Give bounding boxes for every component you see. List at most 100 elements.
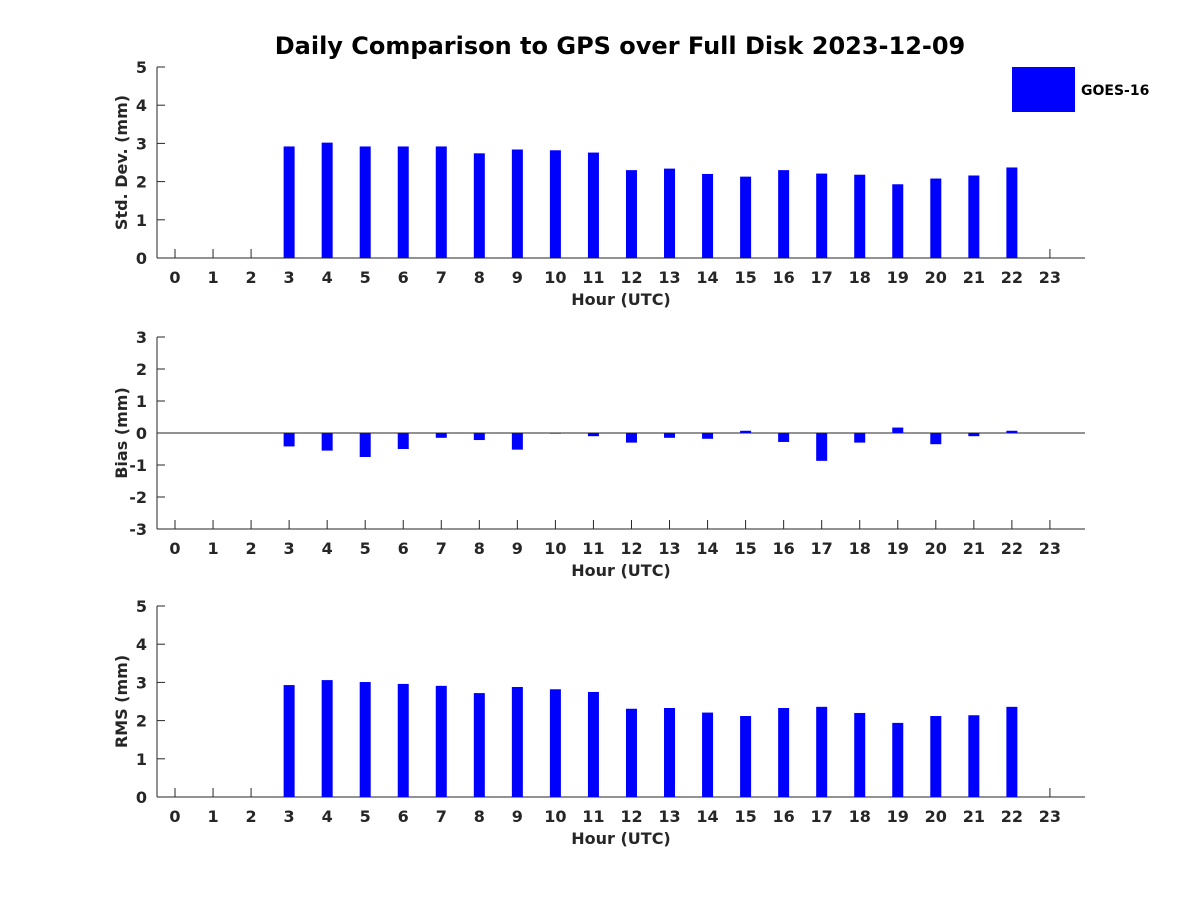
bar-rms-hour-18 xyxy=(854,712,866,797)
bar-std-dev-hour-10 xyxy=(549,150,561,258)
y-axis-label: RMS (mm) xyxy=(112,655,131,748)
bar-std-dev-hour-22 xyxy=(1006,167,1018,258)
x-tick-label: 23 xyxy=(1039,539,1061,558)
bar-rms-hour-13 xyxy=(664,707,676,797)
x-tick-label: 15 xyxy=(734,539,756,558)
x-tick-label: 3 xyxy=(284,539,295,558)
chart-title: Daily Comparison to GPS over Full Disk 2… xyxy=(275,32,966,60)
x-tick-label: 9 xyxy=(512,539,523,558)
bar-rms-hour-16 xyxy=(778,707,790,797)
bar-std-dev-hour-21 xyxy=(968,175,980,258)
x-tick-label: 8 xyxy=(474,807,485,826)
bar-std-dev-hour-16 xyxy=(778,170,790,258)
x-tick-label: 14 xyxy=(696,268,718,287)
bar-bias-hour-4 xyxy=(321,433,333,451)
x-tick-label: 2 xyxy=(246,807,257,826)
x-tick-label: 15 xyxy=(734,268,756,287)
x-tick-label: 7 xyxy=(436,268,447,287)
bar-std-dev-hour-17 xyxy=(816,173,828,258)
bar-std-dev-hour-9 xyxy=(511,149,523,258)
x-tick-label: 8 xyxy=(474,268,485,287)
bar-rms-hour-19 xyxy=(892,722,904,797)
x-tick-label: 10 xyxy=(544,539,566,558)
y-tick-label: 5 xyxy=(136,58,147,77)
x-tick-label: 23 xyxy=(1039,807,1061,826)
x-tick-label: 6 xyxy=(398,268,409,287)
x-tick-label: 20 xyxy=(925,807,947,826)
x-tick-label: 14 xyxy=(696,807,718,826)
x-tick-label: 22 xyxy=(1001,807,1023,826)
bar-bias-hour-10 xyxy=(549,433,561,434)
x-tick-label: 18 xyxy=(849,268,871,287)
y-tick-label: 1 xyxy=(136,211,147,230)
x-tick-label: 9 xyxy=(512,807,523,826)
legend-swatch xyxy=(1012,67,1075,112)
bar-rms-hour-5 xyxy=(359,682,371,797)
bar-std-dev-hour-13 xyxy=(664,168,676,258)
y-tick-label: 1 xyxy=(136,750,147,769)
x-tick-label: 14 xyxy=(696,539,718,558)
bar-std-dev-hour-3 xyxy=(283,146,295,258)
bar-bias-hour-20 xyxy=(930,433,942,445)
bar-rms-hour-14 xyxy=(702,712,714,797)
x-tick-label: 19 xyxy=(887,268,909,287)
bar-rms-hour-12 xyxy=(625,708,637,797)
x-tick-label: 7 xyxy=(436,539,447,558)
x-tick-label: 20 xyxy=(925,539,947,558)
y-tick-label: 0 xyxy=(136,249,147,268)
y-tick-label: 3 xyxy=(136,134,147,153)
legend: GOES-16 xyxy=(1012,67,1149,112)
x-tick-label: 4 xyxy=(322,807,333,826)
bar-std-dev-hour-6 xyxy=(397,146,409,258)
y-tick-label: -2 xyxy=(129,488,147,507)
x-tick-label: 21 xyxy=(963,539,985,558)
bar-rms-hour-6 xyxy=(397,683,409,797)
x-tick-label: 20 xyxy=(925,268,947,287)
legend-label: GOES-16 xyxy=(1081,83,1149,99)
bar-bias-hour-13 xyxy=(664,433,676,438)
x-tick-label: 23 xyxy=(1039,268,1061,287)
x-tick-label: 16 xyxy=(773,268,795,287)
bar-rms-hour-9 xyxy=(511,686,523,797)
bar-rms-hour-11 xyxy=(587,691,599,797)
x-tick-label: 5 xyxy=(360,807,371,826)
x-tick-label: 17 xyxy=(811,807,833,826)
bar-bias-hour-19 xyxy=(892,427,904,433)
x-tick-label: 11 xyxy=(582,268,604,287)
x-tick-label: 8 xyxy=(474,539,485,558)
bar-std-dev-hour-4 xyxy=(321,142,333,258)
x-tick-label: 1 xyxy=(207,268,218,287)
x-tick-label: 18 xyxy=(849,807,871,826)
bar-rms-hour-8 xyxy=(473,693,485,797)
x-tick-label: 18 xyxy=(849,539,871,558)
x-tick-label: 6 xyxy=(398,807,409,826)
bar-bias-hour-8 xyxy=(473,433,485,441)
x-axis-label: Hour (UTC) xyxy=(571,829,671,848)
x-tick-label: 2 xyxy=(246,268,257,287)
bar-bias-hour-6 xyxy=(397,433,409,449)
x-tick-label: 21 xyxy=(963,268,985,287)
x-tick-label: 3 xyxy=(284,268,295,287)
y-tick-label: 4 xyxy=(136,96,147,115)
bar-std-dev-hour-20 xyxy=(930,178,942,258)
bar-std-dev-hour-15 xyxy=(740,176,752,258)
bar-rms-hour-3 xyxy=(283,685,295,797)
bar-bias-hour-21 xyxy=(968,433,980,437)
bar-std-dev-hour-7 xyxy=(435,146,447,258)
bar-rms-hour-10 xyxy=(549,689,561,797)
bar-std-dev-hour-14 xyxy=(702,173,714,258)
y-tick-label: 3 xyxy=(136,673,147,692)
x-tick-label: 5 xyxy=(360,268,371,287)
bar-bias-hour-12 xyxy=(625,433,637,443)
x-tick-label: 0 xyxy=(169,268,180,287)
x-tick-label: 2 xyxy=(246,539,257,558)
bar-rms-hour-4 xyxy=(321,680,333,797)
bar-bias-hour-15 xyxy=(740,430,752,433)
y-tick-label: 2 xyxy=(136,173,147,192)
bar-bias-hour-11 xyxy=(587,433,599,437)
y-tick-label: 1 xyxy=(136,392,147,411)
bar-rms-hour-17 xyxy=(816,706,828,797)
x-tick-label: 3 xyxy=(284,807,295,826)
